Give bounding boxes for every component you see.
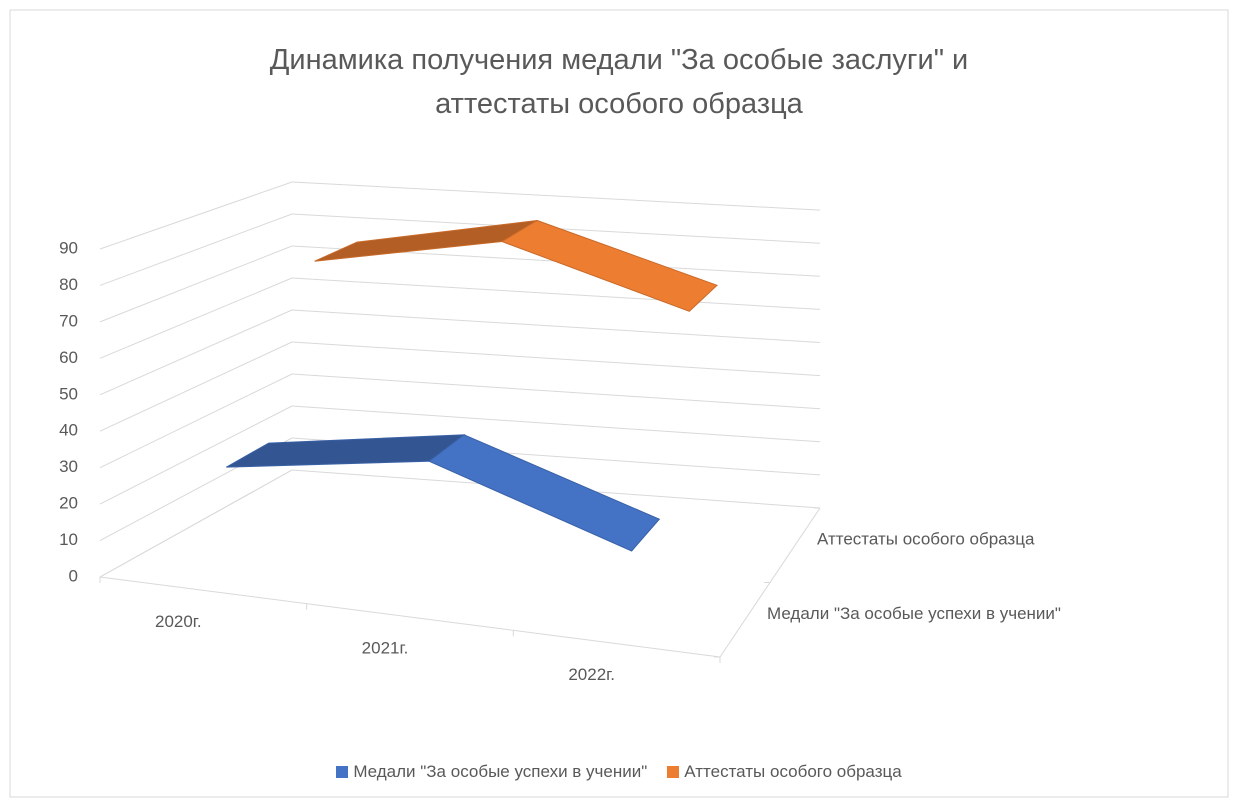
ribbon-segment [500,219,718,312]
legend-label: Аттестаты особого образца [684,762,902,781]
chart-border [9,9,1229,798]
grid-line [291,181,821,211]
grid-line [291,277,821,310]
grid-line [99,373,293,469]
legend-item: Медали "За особые успехи в учении" [336,762,647,782]
grid-line [99,309,293,396]
x-tick-label: 2022г. [568,665,615,684]
depth-axis-label: Аттестаты особого образца [817,530,1035,549]
y-tick-label: 80 [59,275,78,294]
grid-line [291,405,821,443]
legend: Медали "За особые успехи в учении" Аттест… [0,762,1238,782]
grid-line [99,213,293,286]
legend-swatch [667,766,680,778]
y-tick-label: 50 [59,384,78,403]
legend-label: Медали "За особые успехи в учении" [353,762,648,781]
y-tick-label: 20 [59,494,78,513]
y-tick-label: 40 [59,421,78,440]
axis-line [99,469,293,578]
legend-item: Аттестаты особого образца [667,762,902,782]
grid-line [99,277,293,359]
chart-title: Динамика получения медали "За особые зас… [269,44,969,120]
grid-line [291,341,821,377]
y-tick-label: 30 [59,457,78,476]
legend-swatch [336,766,349,778]
x-tick-label: 2020г. [155,612,202,631]
y-tick-label: 10 [59,530,78,549]
ribbon-segment [428,434,661,552]
grid-line [291,373,821,410]
y-tick-label: 60 [59,348,78,367]
grid-line [99,405,293,505]
y-tick-label: 0 [69,566,78,585]
grid-line [99,245,293,323]
grid-line [291,309,821,343]
grid-line [99,181,293,250]
y-tick-label: 70 [59,311,78,330]
grid-line [99,341,293,432]
depth-axis-label: Медали "За особые успехи в учении" [767,604,1061,623]
x-tick-label: 2021г. [362,638,409,657]
ribbon-segment [226,434,466,468]
axis-line [99,576,721,658]
y-tick-label: 90 [59,238,78,257]
